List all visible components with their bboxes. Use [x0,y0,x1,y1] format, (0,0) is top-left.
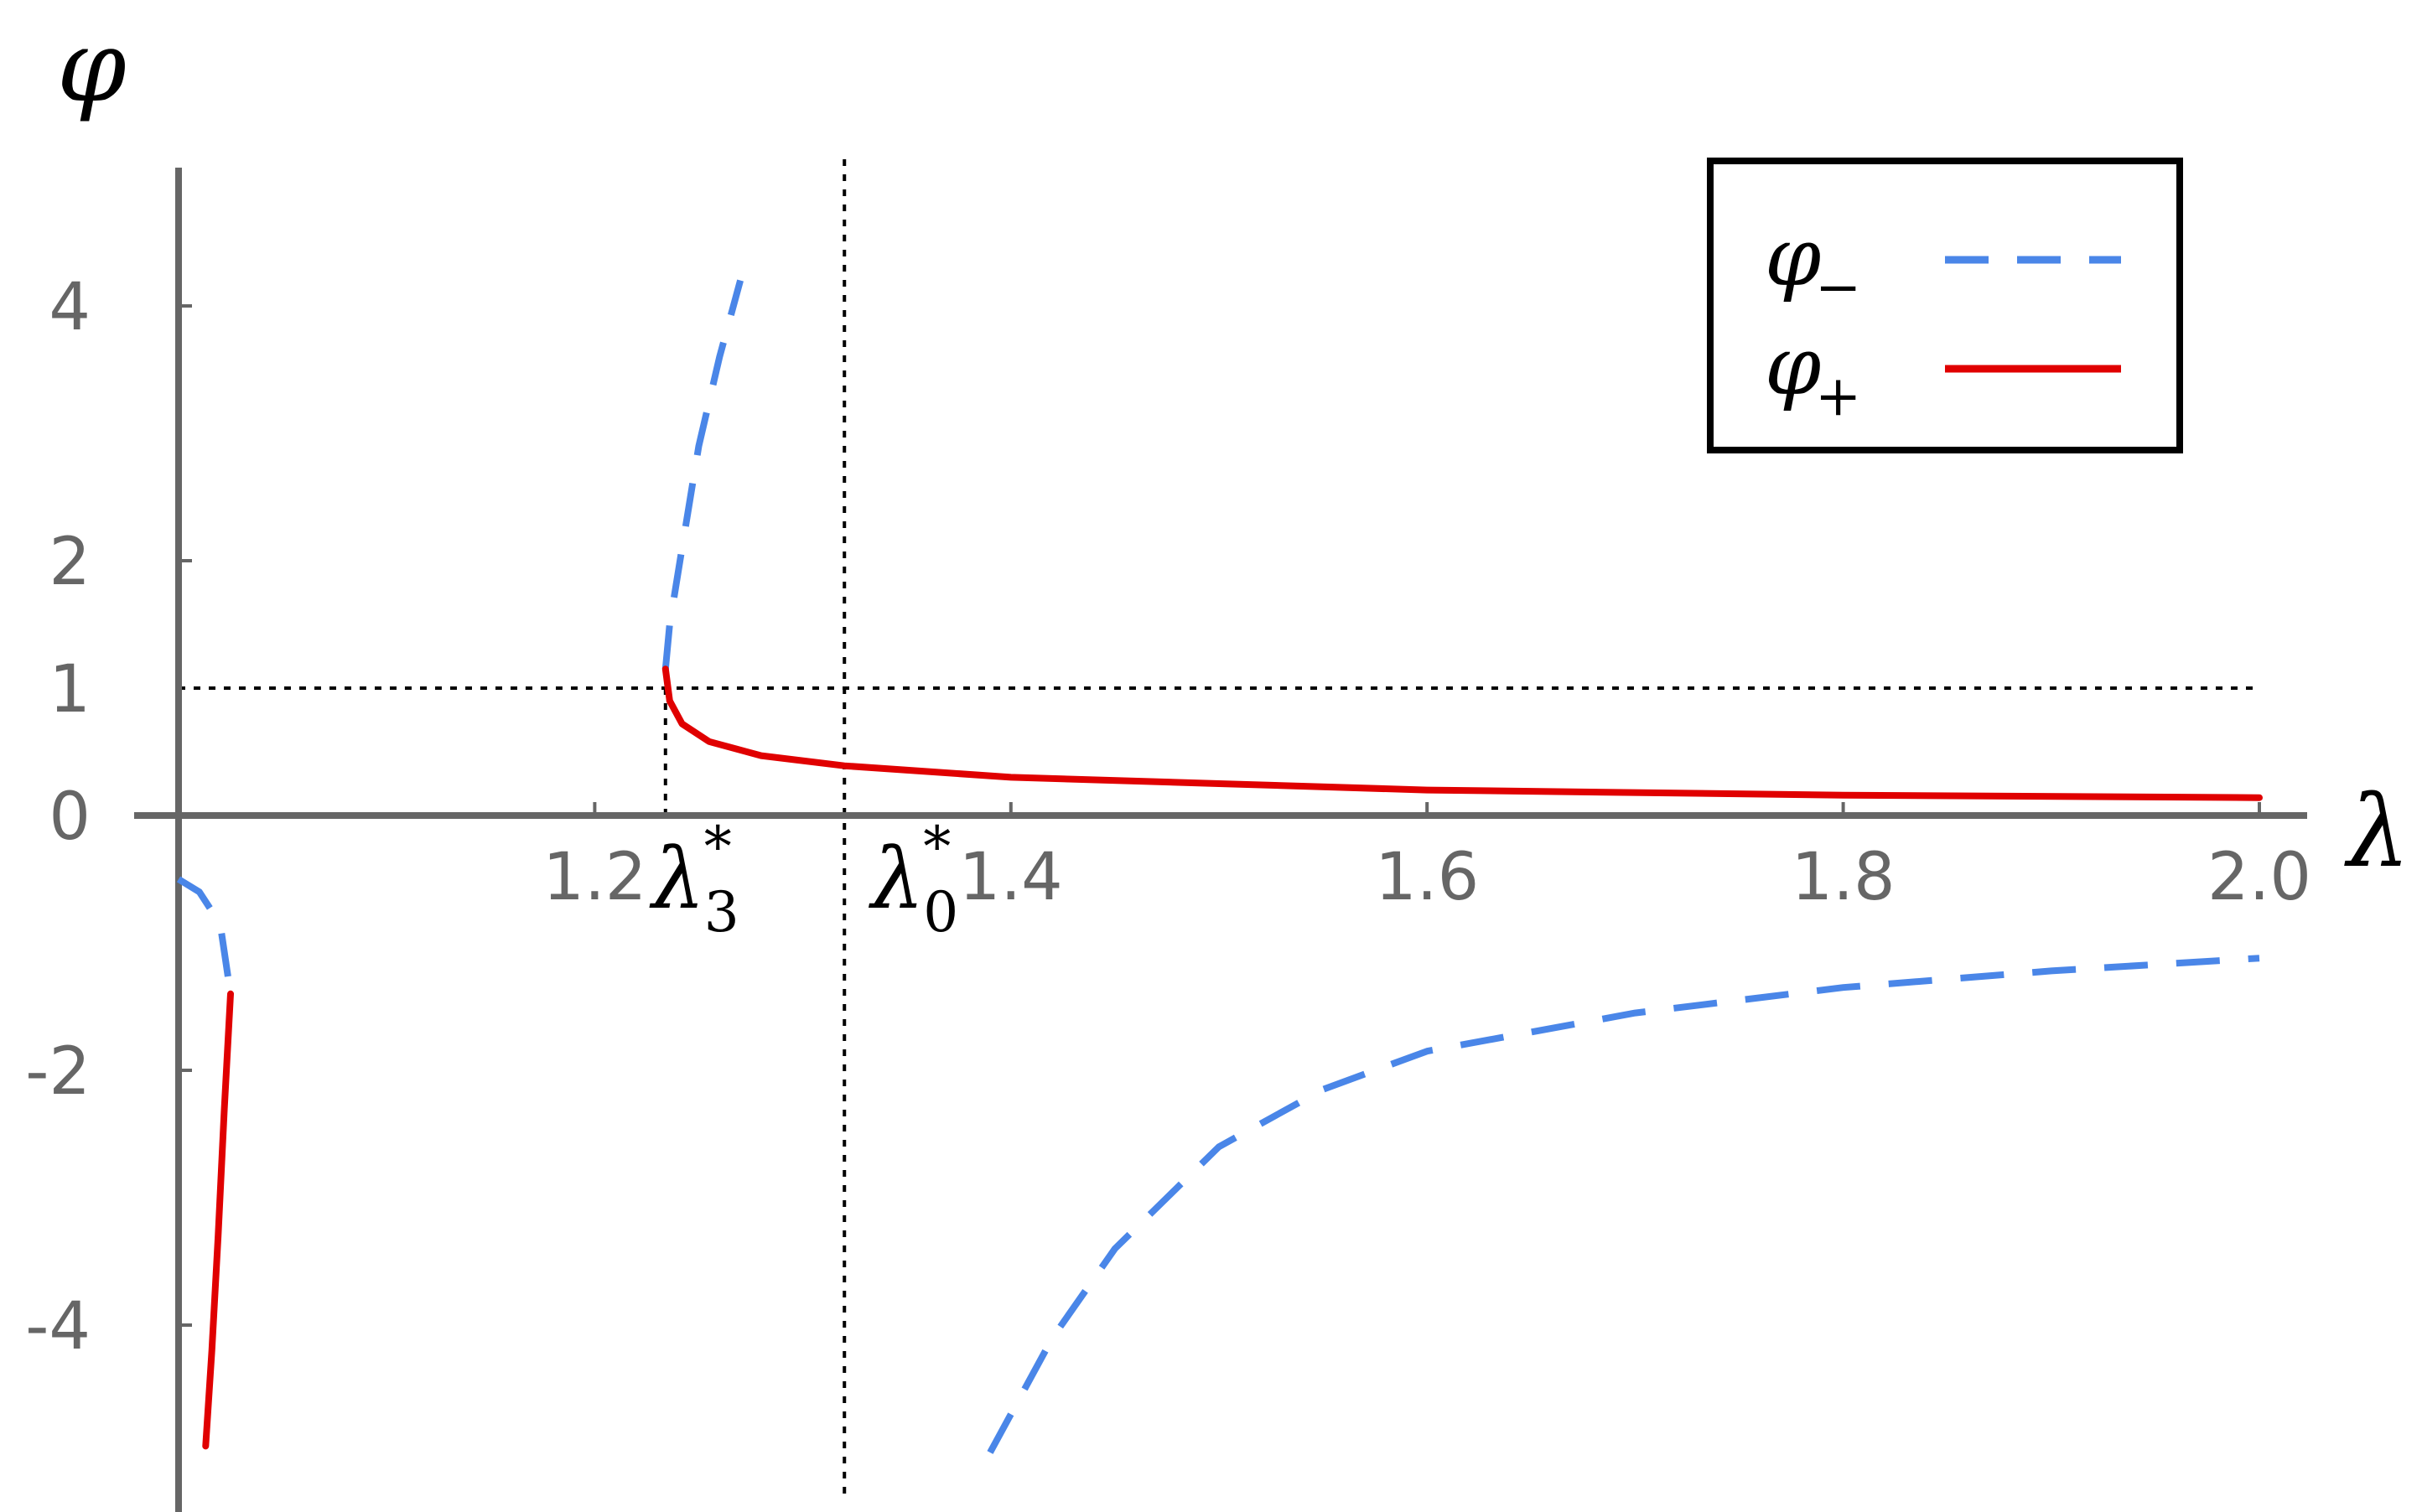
y-axis-title: φ [57,8,127,124]
series-line-phi-plus [202,990,234,1450]
x-tick-label: 1.6 [1375,840,1479,915]
legend-subscript: − [1815,255,1861,319]
annotation-subscript: 0 [923,880,958,945]
x-tick-label: 1.2 [542,840,646,915]
y-tick-label: 1 [49,652,91,728]
series-line-phi-plus [661,665,2263,801]
legend-subscript: + [1815,364,1861,428]
reference-lines [179,159,2259,1500]
labels-layer: λφλ*3 λ*0 [57,8,2410,945]
x-axis-title: λ [2344,774,2410,889]
y-tick-label: 0 [49,779,91,855]
x-tick-label: 1.8 [1792,840,1896,915]
series-layer [176,279,2263,1454]
legend: φ−φ+ [1707,158,2183,453]
x-tick-label: 1.4 [959,840,1063,915]
annotation-subscript: 3 [704,880,739,945]
series-line-phi-minus [661,279,744,670]
series-line-phi-minus [176,876,234,995]
y-tick-label: -4 [25,1289,91,1364]
legend-label: φ [1765,319,1821,413]
annotation-lambda-0: λ [868,830,924,928]
annotation-superscript: * [704,815,732,879]
y-tick-label: 4 [49,270,91,345]
legend-label: φ [1765,210,1821,304]
legend-box [1707,158,2183,453]
axes: 1.2 1.4 1.6 1.8 2.0 -4 -2 0 1 2 4 [25,168,2311,1512]
y-tick-label: -2 [25,1034,91,1110]
x-tick-label: 2.0 [2207,840,2311,915]
series-line-phi-minus [987,955,2260,1454]
y-tick-label: 2 [49,525,91,600]
annotation-lambda-3: λ [649,830,705,928]
annotation-superscript: * [923,815,951,879]
